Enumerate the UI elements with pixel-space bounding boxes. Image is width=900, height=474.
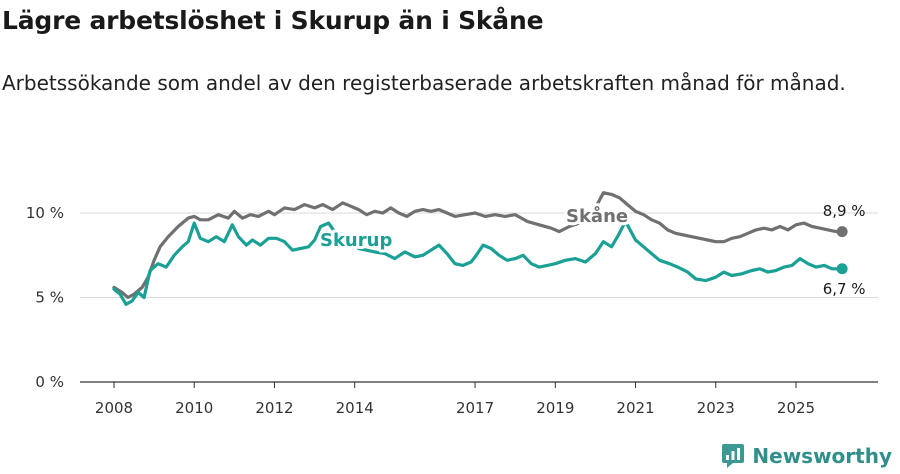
newsworthy-brand: Newsworthy [720, 442, 892, 470]
end-label-skane: 8,9 % [823, 202, 866, 220]
series-lines [112, 191, 848, 306]
x-tick-label: 2023 [697, 399, 735, 417]
line-chart: 0 %5 %10 % 2008 2010 2012 2014 2017 2019 2021 2… [26, 191, 878, 417]
gridlines: 0 % 5 % 10 % [26, 204, 878, 391]
y-tick-label: 10 % [26, 204, 64, 222]
brand-name: Newsworthy [752, 444, 892, 468]
chart-subtitle: Arbetssökande som andel av den registerb… [2, 71, 846, 95]
series-label-skane: Skåne [566, 205, 628, 227]
chart-labels: 8,9 % 6,7 % Skåne Skurup [317, 202, 866, 298]
x-axis: 2008 2010 2012 2014 2017 2019 2021 2023 2025 [95, 382, 815, 417]
series-label-skurup: Skurup [320, 230, 392, 251]
series-end-dot-skurup [836, 263, 848, 275]
x-tick-label: 2019 [536, 399, 574, 417]
chart-title: Lägre arbetslöshet i Skurup än i Skåne [2, 6, 544, 35]
x-tick-label: 2014 [336, 399, 374, 417]
y-tick-label: 0 % [35, 373, 64, 391]
x-tick-label: 2012 [255, 399, 293, 417]
series-line-skurup [112, 219, 844, 306]
bar-chart-icon [722, 444, 745, 468]
x-tick-label: 2008 [95, 399, 133, 417]
series-line-sk-ne [112, 191, 844, 300]
x-tick-label: 2017 [456, 399, 494, 417]
x-tick-label: 2021 [616, 399, 654, 417]
series-end-dot-sk-ne [836, 226, 848, 238]
x-tick-label: 2010 [175, 399, 213, 417]
end-label-skurup: 6,7 % [823, 280, 866, 298]
y-tick-label: 5 % [35, 289, 64, 307]
x-tick-label: 2025 [777, 399, 815, 417]
